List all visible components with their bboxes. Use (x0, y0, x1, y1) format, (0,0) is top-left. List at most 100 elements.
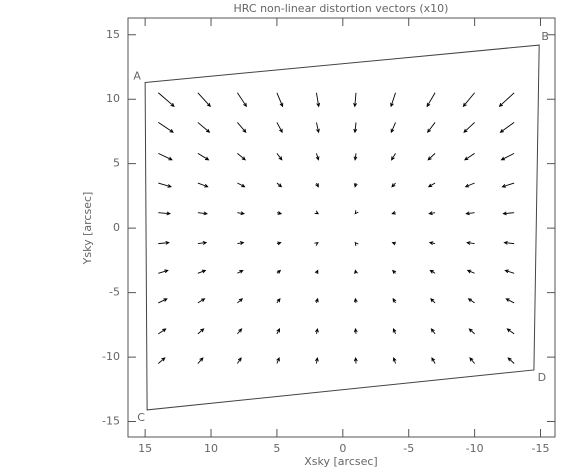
distortion-vector (158, 269, 169, 274)
distortion-vector (391, 182, 396, 188)
distortion-vector (197, 182, 209, 188)
x-tick-label: 15 (138, 442, 152, 455)
distortion-vector (197, 357, 204, 364)
distortion-vector (158, 240, 170, 245)
distortion-vector (276, 92, 284, 108)
corner-label: C (137, 411, 145, 424)
distortion-vector (353, 356, 358, 364)
distortion-vector (237, 269, 244, 274)
distortion-vector (391, 210, 396, 215)
distortion-vector (466, 241, 475, 245)
distortion-vector (463, 152, 475, 161)
distortion-vector (237, 211, 245, 216)
distortion-vector (499, 122, 515, 133)
distortion-vector (158, 122, 174, 133)
distortion-vector (316, 122, 320, 134)
distortion-vector (503, 240, 515, 245)
distortion-vector (504, 269, 515, 274)
distortion-vector (314, 210, 320, 215)
distortion-vector (276, 357, 280, 364)
distortion-vector (237, 182, 246, 188)
distortion-vector (276, 182, 283, 188)
distortion-vector (462, 92, 475, 108)
x-tick-label: -5 (403, 442, 414, 455)
x-axis-label: Xsky [arcsec] (304, 455, 377, 468)
distortion-vector (466, 269, 475, 274)
distortion-vector (197, 122, 211, 133)
distortion-vector (354, 210, 359, 215)
y-tick-label: 0 (113, 221, 120, 234)
distortion-vector (354, 269, 358, 274)
plot-frame (127, 17, 556, 438)
corner-label: B (541, 30, 549, 43)
distortion-vector (237, 153, 246, 161)
distortion-vector (506, 328, 515, 335)
distortion-vector (237, 122, 247, 134)
distortion-vector (158, 92, 175, 107)
y-tick-label: -5 (109, 286, 120, 299)
x-tick-label: 5 (273, 442, 280, 455)
distortion-vector (315, 182, 319, 188)
distortion-vector (469, 357, 475, 364)
distortion-vector (353, 327, 358, 334)
x-tick-label: -15 (532, 442, 550, 455)
distortion-vector (500, 152, 515, 161)
distortion-vector (314, 356, 319, 364)
distortion-vector (353, 182, 358, 188)
x-tick-label: 0 (339, 442, 346, 455)
distortion-vector (392, 356, 397, 364)
distortion-vector (197, 92, 211, 108)
distortion-vector (463, 122, 475, 133)
distortion-vector (197, 211, 208, 216)
y-tick-label: -15 (102, 415, 120, 428)
distortion-vector (498, 92, 515, 108)
distortion-vector (353, 153, 358, 161)
chart-title: HRC non-linear distortion vectors (x10) (234, 2, 449, 15)
distortion-vector (464, 182, 475, 188)
distortion-vector (428, 241, 436, 246)
distortion-vector (276, 153, 283, 161)
distortion-vector (276, 241, 282, 246)
distortion-vector (197, 269, 207, 274)
distortion-vector (276, 211, 283, 215)
distortion-vector (197, 298, 206, 304)
distortion-vector (353, 92, 357, 108)
corner-label: D (538, 371, 546, 384)
distortion-vector (158, 328, 167, 335)
distortion-vector (314, 269, 319, 274)
distortion-vector (465, 211, 475, 216)
distortion-vector (392, 269, 397, 274)
distortion-vector (353, 122, 358, 134)
x-tick-label: -10 (466, 442, 484, 455)
distortion-vector (314, 297, 319, 304)
y-axis-label: Ysky [arcsec] (81, 192, 94, 266)
y-tick-label: -10 (102, 350, 120, 363)
distortion-vector (276, 328, 281, 335)
distortion-vector (430, 298, 436, 304)
distortion-vector (468, 328, 475, 335)
distortion-vector (392, 328, 397, 335)
distortion-vector (392, 297, 397, 304)
x-tick-label: 10 (204, 442, 218, 455)
distortion-vector (158, 182, 172, 188)
distortion-vector (315, 327, 319, 334)
distortion-vector (427, 153, 436, 161)
distortion-vector (237, 241, 245, 245)
distortion-vector (197, 328, 205, 335)
distortion-vector (391, 241, 397, 246)
distortion-vector (237, 328, 243, 335)
distortion-vector (237, 92, 247, 108)
distortion-vector (428, 211, 436, 216)
distortion-vector (354, 241, 359, 247)
distortion-vector (237, 357, 242, 364)
distortion-vector (430, 328, 436, 335)
distortion-vector (158, 152, 173, 161)
corner-label: A (133, 69, 141, 82)
distortion-vector (158, 298, 168, 304)
distortion-vector (467, 298, 475, 304)
distortion-vector (314, 241, 319, 246)
distortion-vector (507, 357, 515, 364)
distortion-vector (276, 297, 281, 304)
distortion-vector (501, 182, 515, 188)
